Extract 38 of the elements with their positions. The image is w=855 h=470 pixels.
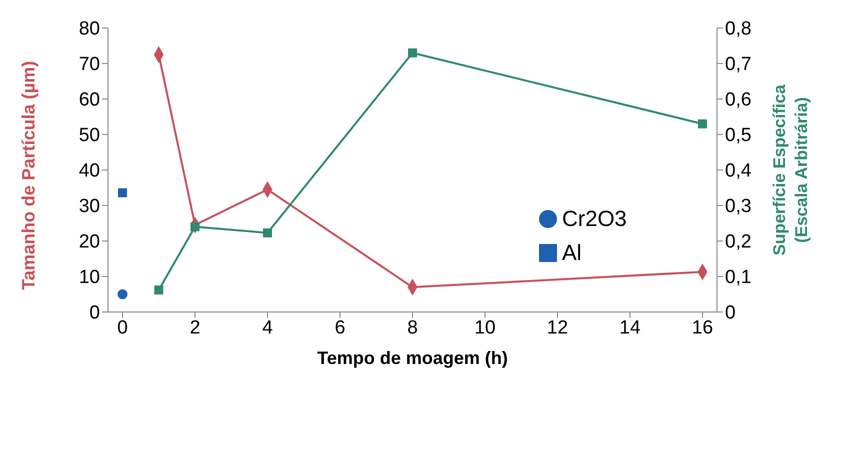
- point: [154, 285, 164, 294]
- x-tick-label: 0: [117, 317, 128, 338]
- y2-tick-label: 0,6: [725, 90, 752, 111]
- x-axis-title: Tempo de moagem (h): [317, 348, 508, 368]
- x-tick-label: 2: [190, 317, 200, 338]
- x-tick-label: 6: [334, 317, 346, 338]
- point: [408, 48, 417, 58]
- y2-tick-label: 0,2: [725, 232, 752, 253]
- y-tick-label: 40: [78, 160, 100, 182]
- point: [698, 119, 707, 128]
- x-tick-label: 12: [546, 317, 568, 338]
- x-tick-label: 8: [407, 317, 418, 338]
- y2-axis-title: Superfície Específica (Escala Arbitrária): [770, 84, 811, 256]
- point: [263, 228, 272, 238]
- y2-tick-label: 0,3: [725, 196, 752, 218]
- point: [117, 289, 128, 300]
- y2-tick-label: 0,4: [725, 160, 752, 182]
- y2-tick-label: 0,8: [725, 18, 752, 40]
- y-tick-label: 20: [78, 232, 100, 253]
- x-tick-label: 10: [474, 317, 496, 338]
- y-tick-label: 0: [89, 302, 100, 324]
- y-tick-label: 50: [78, 125, 100, 146]
- y-tick-label: 70: [78, 54, 100, 76]
- y2-tick-label: 0,5: [725, 125, 752, 146]
- y-axis-title: Tamanho de Partícula (µm): [18, 60, 38, 290]
- y2-tick-label: 0: [725, 302, 736, 324]
- y-tick-label: 30: [78, 196, 100, 218]
- x-tick-label: 14: [619, 317, 641, 338]
- y-tick-label: 10: [78, 267, 100, 288]
- point: [118, 188, 127, 198]
- legend-label: Cr2O3: [562, 206, 627, 232]
- y-tick-label: 60: [78, 90, 100, 111]
- legend-label: Al: [562, 240, 582, 266]
- x-tick-label: 16: [692, 317, 714, 338]
- y-tick-label: 80: [78, 18, 100, 40]
- y2-tick-label: 0,7: [725, 54, 752, 76]
- y2-tick-label: 0,1: [725, 267, 752, 288]
- x-tick-label: 4: [262, 317, 274, 338]
